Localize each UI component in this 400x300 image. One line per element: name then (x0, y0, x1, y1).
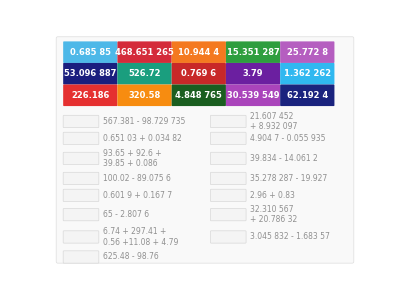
FancyBboxPatch shape (172, 85, 226, 106)
Text: 226.186: 226.186 (71, 91, 110, 100)
Text: 30.539 549: 30.539 549 (227, 91, 279, 100)
FancyBboxPatch shape (210, 152, 246, 165)
FancyBboxPatch shape (172, 41, 226, 63)
FancyBboxPatch shape (63, 85, 118, 106)
Text: 526.72: 526.72 (128, 69, 161, 78)
FancyBboxPatch shape (63, 251, 99, 263)
FancyBboxPatch shape (226, 41, 280, 63)
FancyBboxPatch shape (280, 85, 334, 106)
FancyBboxPatch shape (280, 63, 334, 85)
FancyBboxPatch shape (118, 85, 172, 106)
Text: 35.278 287 - 19.927: 35.278 287 - 19.927 (250, 174, 327, 183)
Text: 100.02 - 89.075 6: 100.02 - 89.075 6 (103, 174, 170, 183)
Text: 25.772 8: 25.772 8 (287, 48, 328, 57)
Text: 21.607 452
+ 8.932 097: 21.607 452 + 8.932 097 (250, 112, 297, 131)
Text: 4.904 7 - 0.055 935: 4.904 7 - 0.055 935 (250, 134, 326, 143)
FancyBboxPatch shape (63, 152, 99, 165)
Text: 32.310 567
+ 20.786 32: 32.310 567 + 20.786 32 (250, 205, 297, 224)
Text: 468.651 265: 468.651 265 (115, 48, 174, 57)
FancyBboxPatch shape (210, 115, 246, 128)
Text: 39.834 - 14.061 2: 39.834 - 14.061 2 (250, 154, 318, 163)
FancyBboxPatch shape (63, 132, 99, 145)
FancyBboxPatch shape (63, 172, 99, 184)
Text: 65 - 2.807 6: 65 - 2.807 6 (103, 210, 149, 219)
FancyBboxPatch shape (280, 41, 334, 63)
Text: 2.96 + 0.83: 2.96 + 0.83 (250, 191, 295, 200)
Text: 3.045 832 - 1.683 57: 3.045 832 - 1.683 57 (250, 232, 330, 242)
FancyBboxPatch shape (63, 63, 118, 85)
FancyBboxPatch shape (63, 115, 99, 128)
Text: 625.48 - 98.76: 625.48 - 98.76 (103, 253, 158, 262)
Text: 15.351 287: 15.351 287 (227, 48, 280, 57)
FancyBboxPatch shape (210, 231, 246, 243)
FancyBboxPatch shape (172, 63, 226, 85)
FancyBboxPatch shape (210, 189, 246, 202)
FancyBboxPatch shape (210, 172, 246, 184)
FancyBboxPatch shape (118, 41, 172, 63)
FancyBboxPatch shape (63, 41, 118, 63)
Text: 0.685 85: 0.685 85 (70, 48, 111, 57)
Text: 10.944 4: 10.944 4 (178, 48, 219, 57)
Text: 0.601 9 + 0.167 7: 0.601 9 + 0.167 7 (103, 191, 172, 200)
Text: 0.651 03 + 0.034 82: 0.651 03 + 0.034 82 (103, 134, 182, 143)
Text: 1.362 262: 1.362 262 (284, 69, 331, 78)
FancyBboxPatch shape (63, 231, 99, 243)
Text: 3.79: 3.79 (243, 69, 263, 78)
Text: 6.74 + 297.41 +
0.56 +11.08 + 4.79: 6.74 + 297.41 + 0.56 +11.08 + 4.79 (103, 227, 178, 247)
FancyBboxPatch shape (56, 37, 354, 263)
Text: 320.58: 320.58 (128, 91, 161, 100)
FancyBboxPatch shape (226, 85, 280, 106)
FancyBboxPatch shape (118, 63, 172, 85)
FancyBboxPatch shape (226, 63, 280, 85)
Text: 4.848 765: 4.848 765 (175, 91, 222, 100)
FancyBboxPatch shape (63, 189, 99, 202)
FancyBboxPatch shape (210, 132, 246, 145)
FancyBboxPatch shape (63, 208, 99, 221)
Text: 62.192 4: 62.192 4 (287, 91, 328, 100)
Text: 0.769 6: 0.769 6 (181, 69, 216, 78)
Text: 93.65 + 92.6 +
39.85 + 0.086: 93.65 + 92.6 + 39.85 + 0.086 (103, 149, 161, 168)
FancyBboxPatch shape (210, 208, 246, 221)
Text: 53.096 887: 53.096 887 (64, 69, 116, 78)
Text: 567.381 - 98.729 735: 567.381 - 98.729 735 (103, 117, 185, 126)
